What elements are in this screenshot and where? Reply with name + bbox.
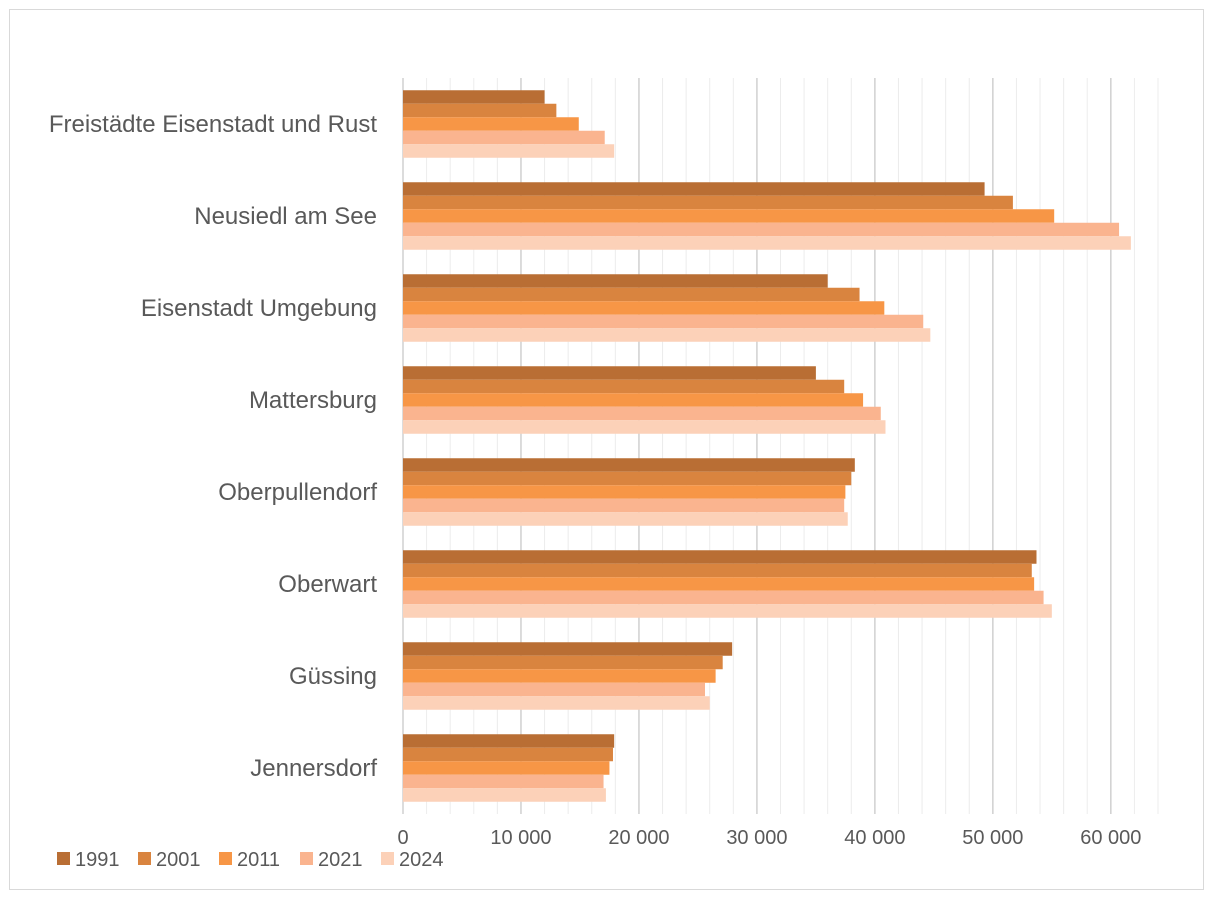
bar-2011 [403,393,864,407]
bar-2001 [403,471,852,486]
bar-1991 [403,90,545,104]
bar-2011 [403,761,610,775]
bar-2021 [403,130,605,145]
bar-2011 [403,301,885,315]
bar-2024 [403,604,1052,618]
x-tick-label: 40 000 [844,827,905,849]
bar-1991 [403,550,1037,564]
x-tick-label: 20 000 [608,827,669,849]
bar-1991 [403,734,615,748]
bar-2001 [403,655,723,670]
bar-2011 [403,117,579,131]
x-tick-label: 30 000 [726,827,787,849]
bar-2001 [403,287,860,302]
bar-1991 [403,182,985,196]
category-label: Oberpullendorf [218,479,377,506]
legend-label: 2024 [399,849,444,871]
bar-2021 [403,406,881,421]
bar-1991 [403,274,828,288]
bar-2021 [403,498,845,513]
bar-2021 [403,774,604,789]
bars [403,90,1131,802]
category-label: Eisenstadt Umgebung [141,295,377,322]
category-label: Freistädte Eisenstadt und Rust [49,111,378,138]
bar-2021 [403,682,705,697]
category-label: Oberwart [278,571,377,598]
bar-2001 [403,103,557,118]
legend-label: 2011 [237,849,280,871]
legend-swatch [381,852,394,865]
bar-2021 [403,590,1044,605]
bar-2024 [403,236,1131,250]
bar-2011 [403,209,1055,223]
category-label: Mattersburg [249,387,377,414]
category-label: Güssing [289,663,377,690]
bar-2001 [403,563,1032,578]
x-tick-label: 10 000 [490,827,551,849]
bar-2021 [403,314,924,329]
bar-2021 [403,222,1120,237]
category-label: Neusiedl am See [194,203,377,230]
legend-label: 2021 [318,849,363,871]
bar-2024 [403,144,615,158]
x-tick-label: 0 [397,827,408,849]
legend-label: 1991 [75,849,120,871]
x-tick-label: 50 000 [962,827,1023,849]
bar-2024 [403,788,606,802]
bar-2001 [403,747,613,762]
bar-1991 [403,642,733,656]
legend-swatch [138,852,151,865]
bar-2024 [403,696,710,710]
legend-swatch [219,852,232,865]
value-axis: 0 10 000 20 000 30 000 40 000 50 000 60 000 [397,827,1141,849]
bar-2024 [403,512,848,526]
bar-2011 [403,669,716,683]
bar-2001 [403,195,1013,210]
legend: 1991 2001 2011 2021 2024 [57,849,444,871]
bar-2024 [403,328,931,342]
bar-1991 [403,366,816,380]
bar-2024 [403,420,886,434]
bar-2011 [403,577,1035,591]
x-tick-label: 60 000 [1080,827,1141,849]
bar-2001 [403,379,845,394]
bar-2011 [403,485,846,499]
legend-swatch [57,852,70,865]
category-label: Jennersdorf [250,755,377,782]
legend-swatch [300,852,313,865]
bar-1991 [403,458,855,472]
legend-label: 2001 [156,849,201,871]
category-labels: Freistädte Eisenstadt und Rust Neusiedl a… [49,111,378,782]
